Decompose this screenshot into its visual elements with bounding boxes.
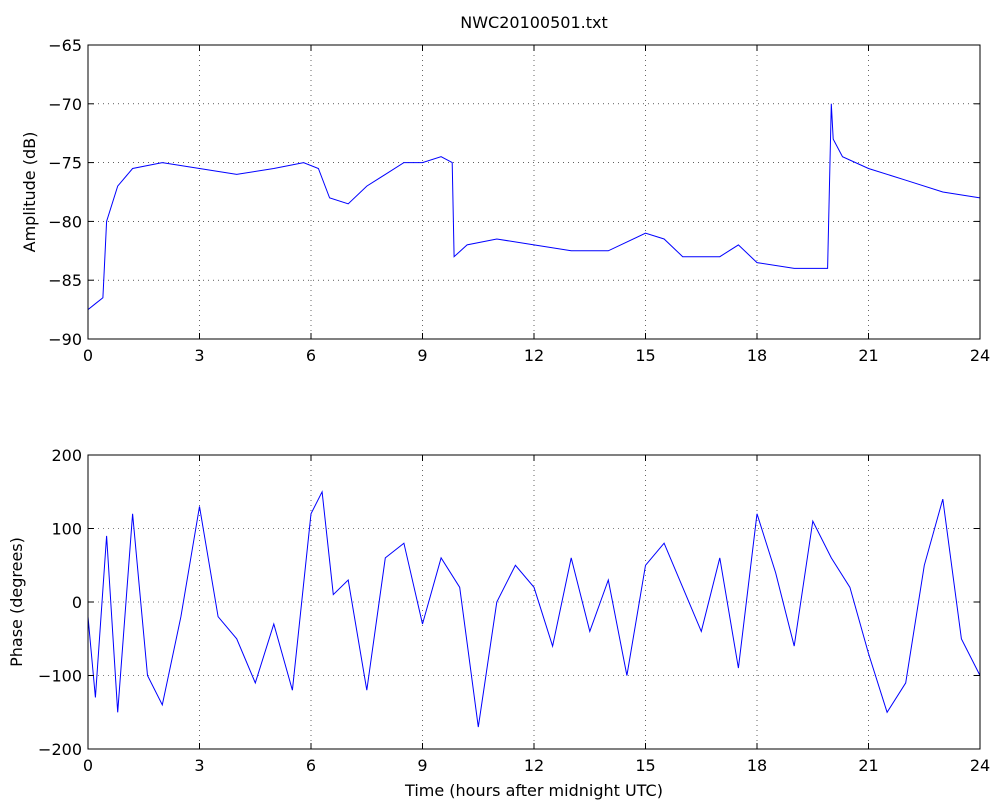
phase-y-tick-label: 100 bbox=[51, 520, 82, 539]
phase-y-axis-label: Phase (degrees) bbox=[7, 537, 26, 667]
amplitude-y-tick-label: −80 bbox=[48, 212, 82, 231]
amplitude-x-tick-label: 12 bbox=[524, 346, 544, 365]
amplitude-x-tick-label: 6 bbox=[306, 346, 316, 365]
phase-x-tick-label: 3 bbox=[194, 756, 204, 775]
amplitude-plot-area bbox=[88, 45, 980, 339]
amplitude-x-tick-label: 0 bbox=[83, 346, 93, 365]
chart-title: NWC20100501.txt bbox=[460, 13, 608, 32]
phase-x-tick-label: 24 bbox=[970, 756, 990, 775]
phase-x-tick-label: 6 bbox=[306, 756, 316, 775]
amplitude-x-tick-label: 21 bbox=[858, 346, 878, 365]
amplitude-ticks: 0 3 6 9 12 15 18 21 24 −90 −85 −80 −75 −70 −65 bbox=[48, 36, 990, 365]
phase-x-tick-label: 18 bbox=[747, 756, 767, 775]
amplitude-axes: 0 3 6 9 12 15 18 21 24 −90 −85 −80 −75 −70 −65 NWC2010… bbox=[20, 13, 990, 365]
phase-grid bbox=[88, 455, 980, 749]
amplitude-y-tick-label: −90 bbox=[48, 330, 82, 349]
amplitude-y-axis-label: Amplitude (dB) bbox=[20, 132, 39, 253]
amplitude-x-tick-label: 18 bbox=[747, 346, 767, 365]
phase-y-tick-label: −100 bbox=[38, 667, 82, 686]
amplitude-y-tick-label: −65 bbox=[48, 36, 82, 55]
phase-trace bbox=[87, 490, 981, 728]
amplitude-x-tick-label: 24 bbox=[970, 346, 990, 365]
phase-axes: 0 3 6 9 12 15 18 21 24 −200 −100 0 100 200 Phase (deg… bbox=[7, 446, 990, 800]
phase-x-tick-label: 21 bbox=[858, 756, 878, 775]
amplitude-trace bbox=[87, 103, 981, 310]
phase-x-tick-label: 0 bbox=[83, 756, 93, 775]
phase-ticks: 0 3 6 9 12 15 18 21 24 −200 −100 0 100 200 bbox=[38, 446, 990, 775]
phase-x-tick-label: 15 bbox=[635, 756, 655, 775]
amplitude-x-tick-label: 3 bbox=[194, 346, 204, 365]
phase-x-tick-label: 9 bbox=[417, 756, 427, 775]
phase-x-axis-label: Time (hours after midnight UTC) bbox=[404, 781, 663, 800]
phase-series-line bbox=[87, 490, 981, 728]
phase-x-tick-label: 12 bbox=[524, 756, 544, 775]
amplitude-x-tick-label: 15 bbox=[635, 346, 655, 365]
amplitude-y-tick-label: −75 bbox=[48, 154, 82, 173]
phase-y-tick-label: 0 bbox=[72, 593, 82, 612]
amplitude-y-tick-label: −85 bbox=[48, 271, 82, 290]
amplitude-x-tick-label: 9 bbox=[417, 346, 427, 365]
amplitude-y-tick-label: −70 bbox=[48, 95, 82, 114]
phase-y-tick-label: −200 bbox=[38, 740, 82, 759]
amplitude-grid bbox=[88, 45, 980, 339]
amplitude-series-line bbox=[87, 103, 981, 310]
phase-y-tick-label: 200 bbox=[51, 446, 82, 465]
